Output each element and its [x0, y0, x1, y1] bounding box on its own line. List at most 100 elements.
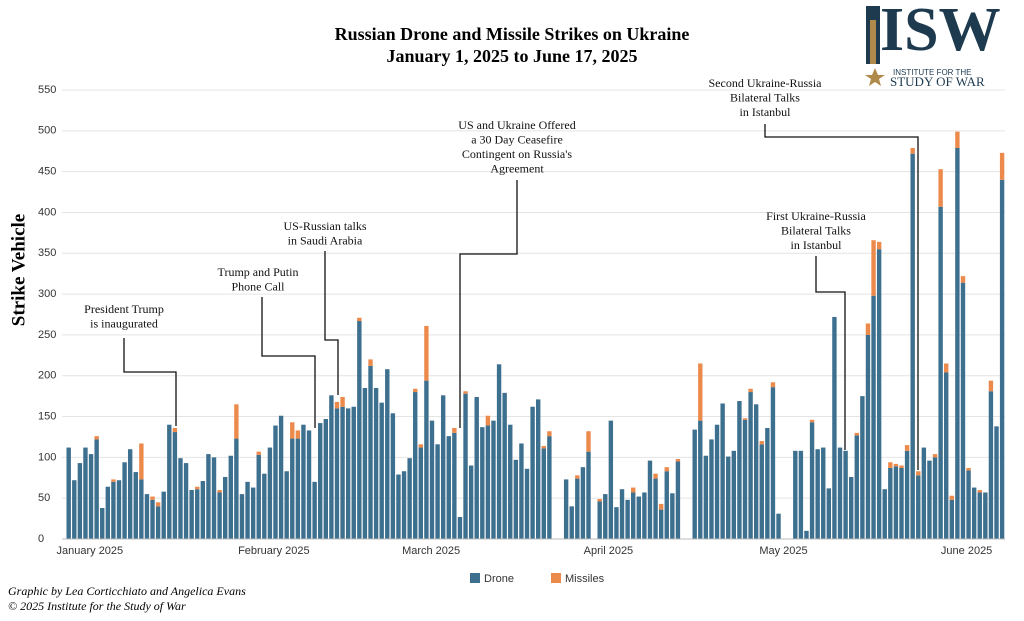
bar-segment: [351, 406, 356, 539]
bar-segment: [614, 507, 619, 539]
bar-segment: [927, 460, 932, 539]
bar-segment: [893, 463, 899, 467]
bar-segment: [586, 431, 591, 452]
bar-segment: [407, 458, 412, 539]
bar-segment: [340, 406, 345, 539]
bar-segment: [597, 501, 602, 539]
logo: ISW INSTITUTE FOR THE STUDY OF WAR: [865, 0, 1001, 89]
callout-line: [324, 251, 339, 395]
bar-segment: [737, 401, 742, 539]
bar-segment: [720, 403, 725, 539]
bar-segment: [273, 425, 278, 539]
bar-segment: [178, 458, 183, 539]
plot: 0 50 100 150 200 250 300 350 400 450 500 550 January…: [38, 84, 1005, 557]
bar-segment: [144, 494, 150, 539]
logo-accent: [870, 20, 876, 64]
bar-segment: [876, 249, 882, 539]
bar-segment: [267, 447, 273, 539]
bar-segment: [485, 415, 491, 426]
bar-segment: [519, 443, 524, 539]
bar-segment: [228, 455, 233, 539]
bar-segment: [508, 424, 513, 539]
bar-segment: [770, 382, 776, 388]
bar-segment: [966, 470, 971, 539]
bar-segment: [938, 206, 943, 540]
annotation: Phone Call: [232, 279, 286, 293]
bar-segment: [502, 392, 507, 539]
bar-segment: [390, 413, 396, 539]
bar-segment: [284, 471, 289, 539]
bar-segment: [541, 448, 546, 539]
bar-segment: [955, 131, 960, 148]
bar-segment: [871, 240, 876, 296]
bar-segment: [899, 467, 904, 539]
y-tick-label: 450: [38, 166, 56, 178]
y-tick-label: 0: [38, 533, 44, 545]
bar-segment: [211, 457, 217, 539]
bar-segment: [452, 427, 457, 433]
bar-segment: [452, 432, 457, 539]
bar-segment: [334, 401, 340, 409]
bar-segment: [988, 391, 994, 539]
callout-line: [459, 180, 518, 428]
x-tick-label: March 2025: [402, 545, 460, 557]
bar-segment: [385, 369, 390, 539]
bar-segment: [625, 499, 630, 539]
bar-segment: [496, 364, 502, 539]
bar-segment: [139, 443, 144, 480]
credit: Graphic by Lea Corticchiato and Angelica…: [8, 584, 246, 598]
annotation: a 30 Day Ceasefire: [471, 132, 563, 146]
bar-segment: [904, 445, 910, 451]
bar-segment: [94, 436, 99, 440]
bar-segment: [854, 435, 859, 539]
bar-segment: [809, 422, 815, 539]
y-tick-label: 350: [38, 247, 56, 259]
bar-segment: [446, 436, 451, 539]
bar-segment: [647, 460, 653, 539]
bar-segment: [429, 420, 435, 539]
bar-segment: [949, 499, 954, 539]
bar-segment: [161, 491, 166, 539]
bar-segment: [675, 458, 681, 462]
bar-segment: [396, 474, 401, 539]
bar-segment: [944, 363, 949, 373]
bar-segment: [860, 396, 865, 539]
bar-segment: [72, 480, 77, 539]
bar-segment: [726, 456, 731, 539]
bar-segment: [832, 316, 837, 539]
bar-segment: [876, 241, 882, 250]
bar-segment: [921, 447, 927, 539]
bar-segment: [563, 479, 569, 539]
bar-segment: [368, 359, 373, 366]
bar-segment: [111, 481, 116, 539]
x-tick-label: May 2025: [759, 545, 807, 557]
bar-segment: [206, 454, 211, 539]
bar-segment: [424, 325, 429, 381]
legend-label: Missiles: [565, 573, 605, 585]
bar-segment: [854, 432, 859, 436]
annotation: in Saudi Arabia: [288, 233, 363, 247]
bar-segment: [765, 427, 770, 539]
bar-segment: [798, 450, 804, 539]
bar-segment: [172, 432, 178, 539]
y-tick-label: 50: [38, 492, 50, 504]
annotation: is inaugurated: [90, 316, 158, 330]
bar-segment: [547, 431, 552, 437]
bar-segment: [111, 479, 116, 482]
bar-segment: [932, 457, 938, 539]
bar-segment: [100, 507, 105, 539]
bar-segment: [312, 481, 317, 539]
bar-segment: [105, 486, 111, 539]
bar-segment: [245, 481, 250, 539]
callout-line: [815, 256, 846, 450]
bar-segment: [435, 444, 440, 539]
bar-segment: [334, 408, 340, 539]
bar-segment: [217, 492, 222, 539]
bar-segment: [658, 503, 664, 510]
bar-segment: [793, 450, 798, 539]
bar-segment: [468, 465, 474, 539]
bar-segment: [329, 395, 334, 539]
bar-segment: [770, 387, 776, 539]
bar-segment: [440, 395, 446, 539]
